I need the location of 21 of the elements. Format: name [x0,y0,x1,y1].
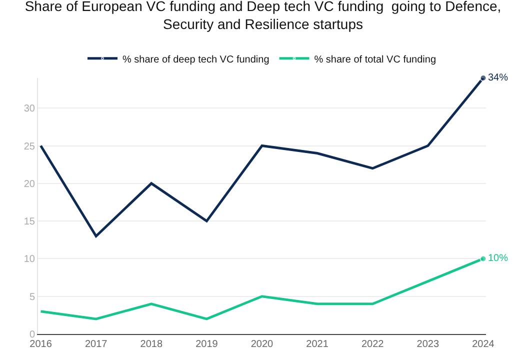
y-tick-label: 10 [24,254,36,266]
y-tick-label: 30 [24,104,36,115]
x-tick-label: 2023 [416,339,440,350]
y-tick-label: 15 [24,216,36,228]
legend-label: % share of deep tech VC funding [122,54,270,66]
y-tick-label: 25 [24,141,36,152]
y-tick-label: 0 [29,330,36,340]
x-tick-label: 2016 [30,339,52,350]
x-tick-label: 2024 [472,339,495,350]
chart-title: Share of European VC funding and Deep tech VC funding going to Defence, Security and Resilience startups [24,0,502,32]
y-tick-label: 5 [29,292,36,303]
y-tick-label: 20 [24,178,36,190]
x-tick-label: 2017 [84,339,108,350]
legend-label: % share of total VC funding [314,54,436,66]
data-label: 10% [488,253,508,264]
data-label: 34% [488,72,508,84]
x-tick-label: 2020 [250,339,274,350]
x-tick-label: 2019 [196,339,218,350]
x-tick-label: 2021 [306,339,329,350]
x-tick-label: 2018 [140,339,163,350]
x-tick-label: 2022 [361,339,384,350]
